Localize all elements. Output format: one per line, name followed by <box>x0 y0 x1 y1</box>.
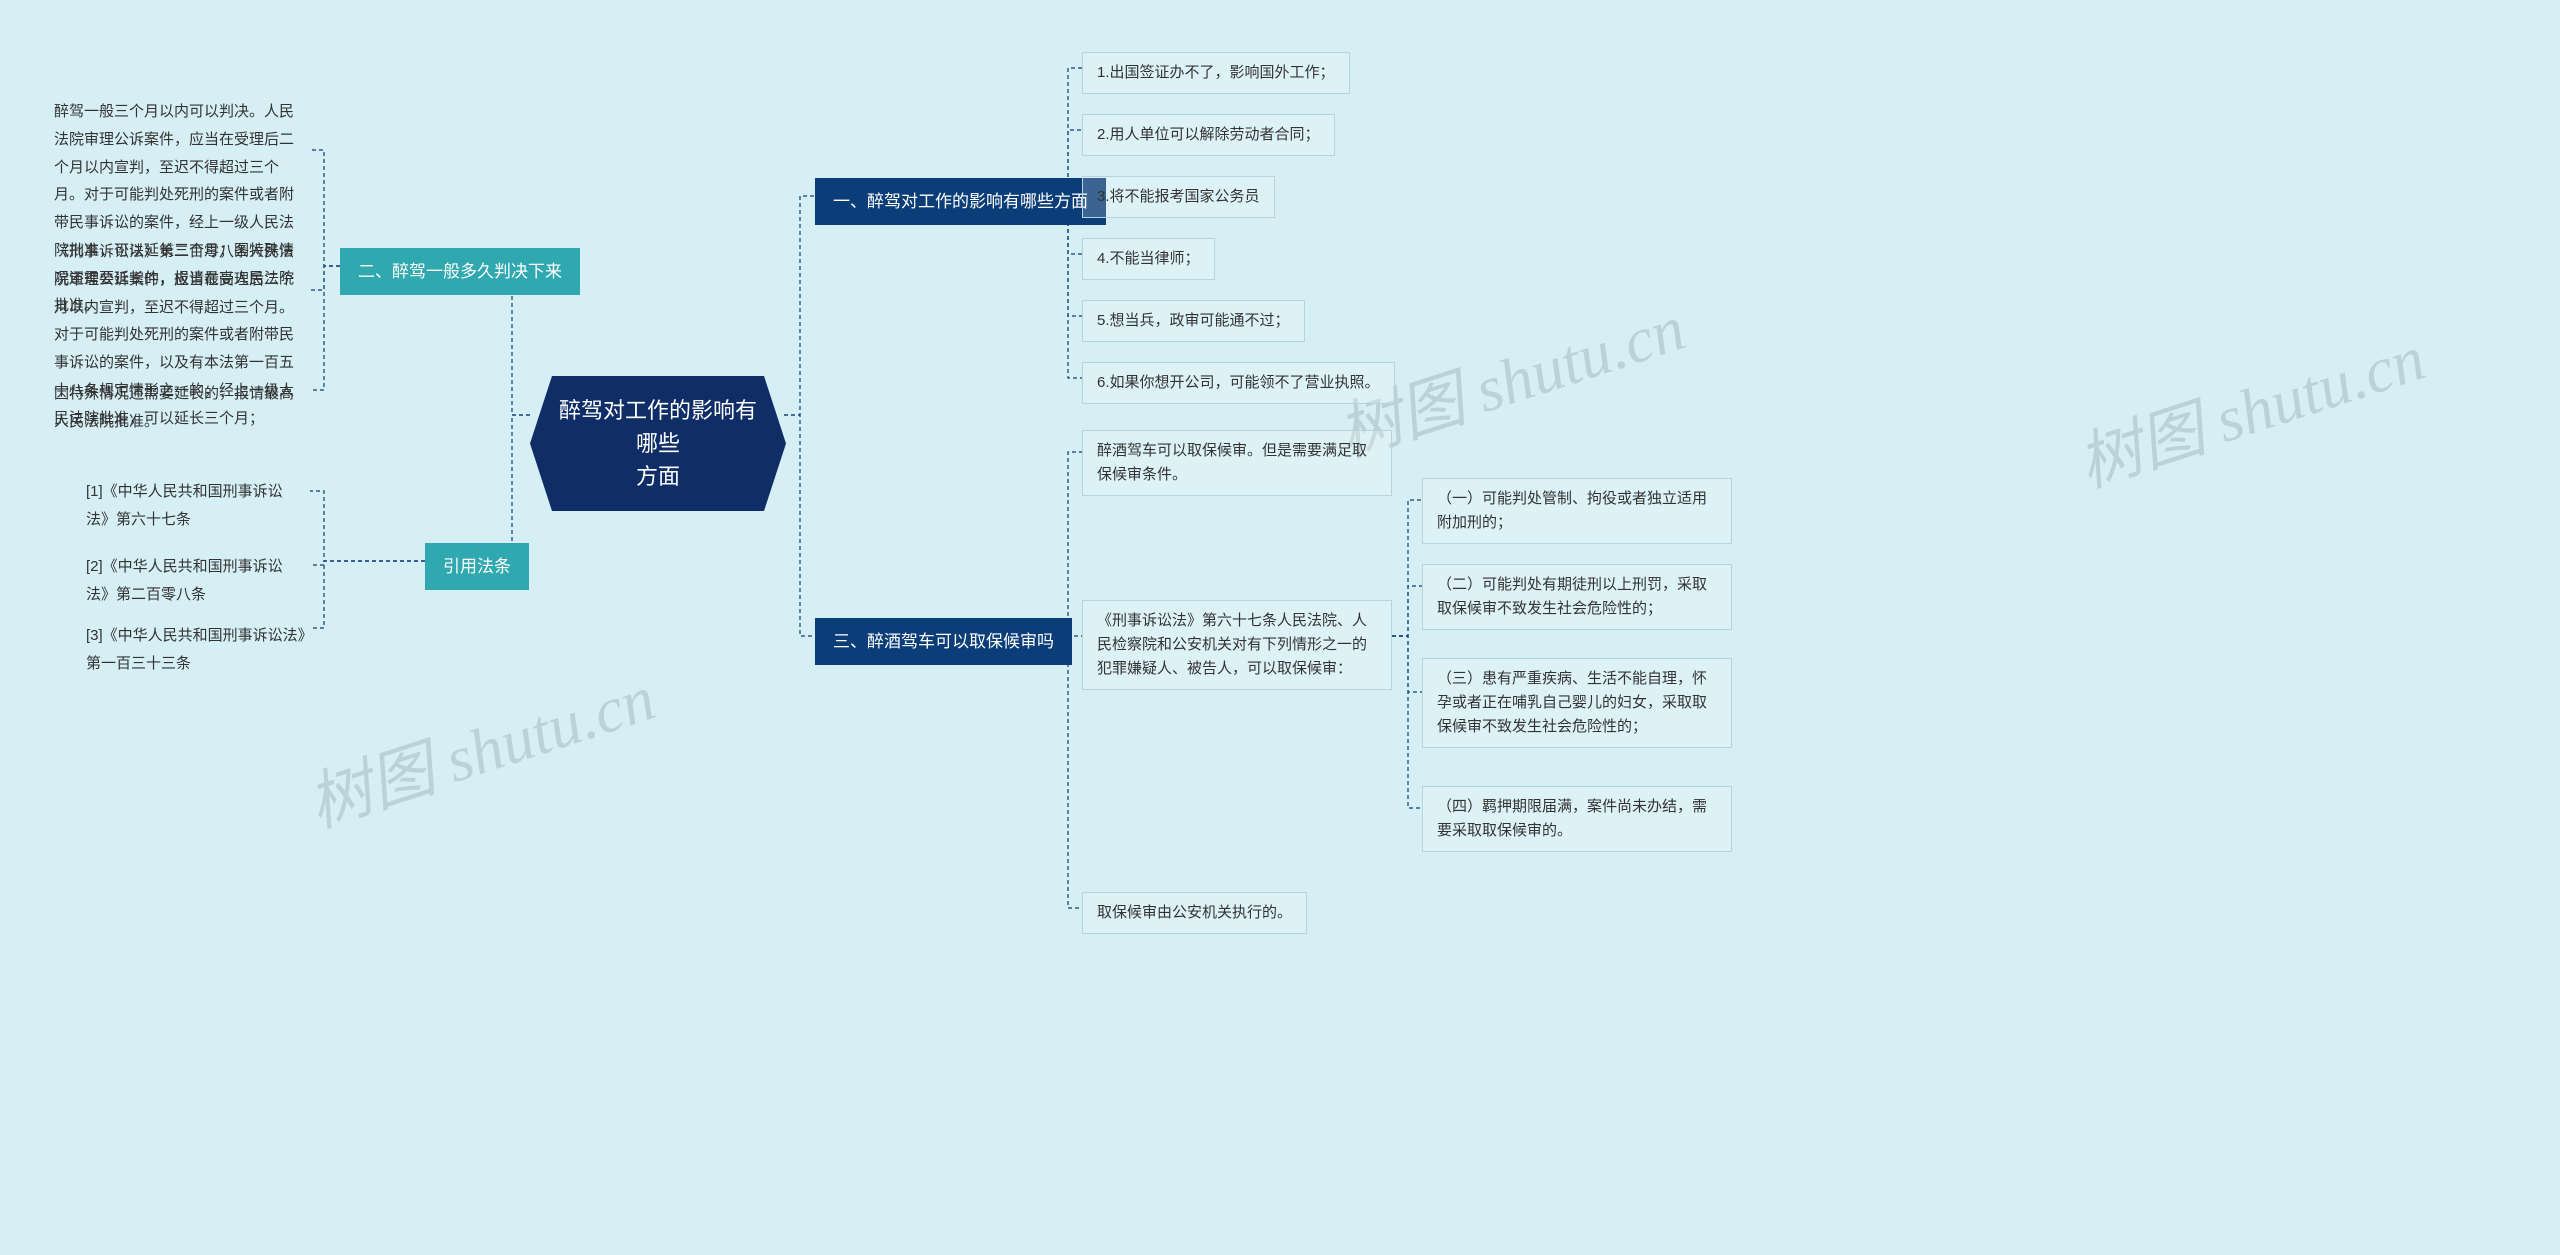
center-title-line2: 方面 <box>556 460 760 493</box>
leaf-b3-3: 取保候审由公安机关执行的。 <box>1082 892 1307 934</box>
leaf-b3-2: 《刑事诉讼法》第六十七条人民法院、人民检察院和公安机关对有下列情形之一的犯罪嫌疑… <box>1082 600 1392 690</box>
branch-3: 三、醉酒驾车可以取保候审吗 <box>815 618 1072 665</box>
leaf-b1-5: 5.想当兵，政审可能通不过； <box>1082 300 1305 342</box>
leaf-b3-sub-4: （四）羁押期限届满，案件尚未办结，需要采取取保候审的。 <box>1422 786 1732 852</box>
center-node: 醉驾对工作的影响有哪些 方面 <box>530 376 786 511</box>
branch-refs: 引用法条 <box>425 543 529 590</box>
leaf-b3-1: 醉酒驾车可以取保候审。但是需要满足取保候审条件。 <box>1082 430 1392 496</box>
ref-3: [3]《中华人民共和国刑事诉讼法》第一百三十三条 <box>72 614 332 686</box>
watermark: 树图 shutu.cn <box>295 647 665 845</box>
ref-2: [2]《中华人民共和国刑事诉讼法》第二百零八条 <box>72 545 312 617</box>
leaf-b1-2: 2.用人单位可以解除劳动者合同； <box>1082 114 1335 156</box>
leaf-b3-sub-1: （一）可能判处管制、拘役或者独立适用附加刑的； <box>1422 478 1732 544</box>
center-title-line1: 醉驾对工作的影响有哪些 <box>556 394 760 460</box>
branch-1: 一、醉驾对工作的影响有哪些方面 <box>815 178 1106 225</box>
watermark: 树图 shutu.cn <box>2065 307 2435 505</box>
ref-1: [1]《中华人民共和国刑事诉讼法》第六十七条 <box>72 470 312 542</box>
leaf-b1-4: 4.不能当律师； <box>1082 238 1215 280</box>
leaf-b1-3: 3.将不能报考国家公务员 <box>1082 176 1275 218</box>
branch-2: 二、醉驾一般多久判决下来 <box>340 248 580 295</box>
leaf-b3-sub-2: （二）可能判处有期徒刑以上刑罚，采取取保候审不致发生社会危险性的； <box>1422 564 1732 630</box>
para-b2-3: 因特殊情况还需要延长的，报请最高人民法院批准。 <box>40 372 312 444</box>
leaf-b1-6: 6.如果你想开公司，可能领不了营业执照。 <box>1082 362 1395 404</box>
leaf-b1-1: 1.出国签证办不了，影响国外工作； <box>1082 52 1350 94</box>
leaf-b3-sub-3: （三）患有严重疾病、生活不能自理，怀孕或者正在哺乳自己婴儿的妇女，采取取保候审不… <box>1422 658 1732 748</box>
